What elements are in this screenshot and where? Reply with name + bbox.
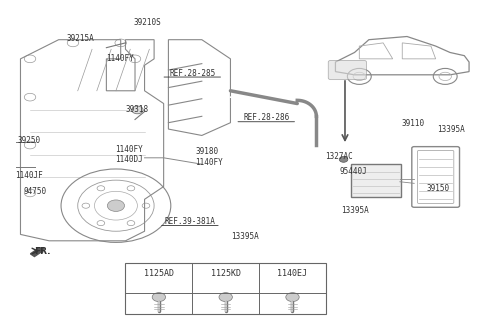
Text: REF.39-381A: REF.39-381A <box>165 217 216 226</box>
Text: 95440J: 95440J <box>340 167 368 176</box>
Text: 1140FY: 1140FY <box>115 145 143 154</box>
Circle shape <box>286 293 299 302</box>
Text: 13395A: 13395A <box>342 206 370 215</box>
Text: FR.: FR. <box>34 248 50 257</box>
Text: 1140EJ: 1140EJ <box>277 270 308 279</box>
Text: 1125KD: 1125KD <box>211 270 240 279</box>
Text: 1140FY: 1140FY <box>106 54 133 63</box>
Text: 39180: 39180 <box>195 147 218 156</box>
FancyBboxPatch shape <box>328 61 366 80</box>
Text: 1140JF: 1140JF <box>15 171 43 180</box>
Text: 1327AC: 1327AC <box>325 152 353 161</box>
Text: REF.28-285: REF.28-285 <box>169 69 216 78</box>
Text: 1125AD: 1125AD <box>144 270 174 279</box>
FancyArrow shape <box>30 248 44 257</box>
Text: 39215A: 39215A <box>66 33 94 43</box>
Circle shape <box>219 293 232 302</box>
Text: REF.28-286: REF.28-286 <box>243 113 289 122</box>
Circle shape <box>152 293 166 302</box>
Text: 94750: 94750 <box>23 187 47 196</box>
Text: 39110: 39110 <box>401 119 424 128</box>
Text: 13395A: 13395A <box>231 232 259 241</box>
Text: 39250: 39250 <box>17 136 41 145</box>
Text: 1140FY: 1140FY <box>195 158 223 167</box>
Circle shape <box>132 106 143 114</box>
Text: 13395A: 13395A <box>437 125 465 134</box>
Text: 39150: 39150 <box>427 184 450 193</box>
Bar <box>125 263 326 314</box>
Text: 39210S: 39210S <box>133 18 161 27</box>
Circle shape <box>339 156 348 162</box>
FancyBboxPatch shape <box>351 164 401 197</box>
Text: 1140DJ: 1140DJ <box>115 155 143 164</box>
Circle shape <box>108 200 124 212</box>
Text: 39318: 39318 <box>126 105 149 114</box>
